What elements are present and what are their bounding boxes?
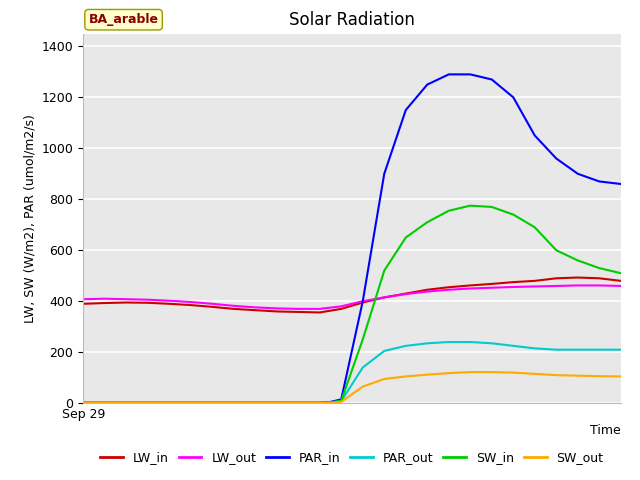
Text: BA_arable: BA_arable	[88, 13, 159, 26]
Text: Time: Time	[590, 423, 621, 436]
Title: Solar Radiation: Solar Radiation	[289, 11, 415, 29]
Legend: LW_in, LW_out, PAR_in, PAR_out, SW_in, SW_out: LW_in, LW_out, PAR_in, PAR_out, SW_in, S…	[95, 446, 609, 469]
Y-axis label: LW, SW (W/m2), PAR (umol/m2/s): LW, SW (W/m2), PAR (umol/m2/s)	[23, 114, 36, 323]
